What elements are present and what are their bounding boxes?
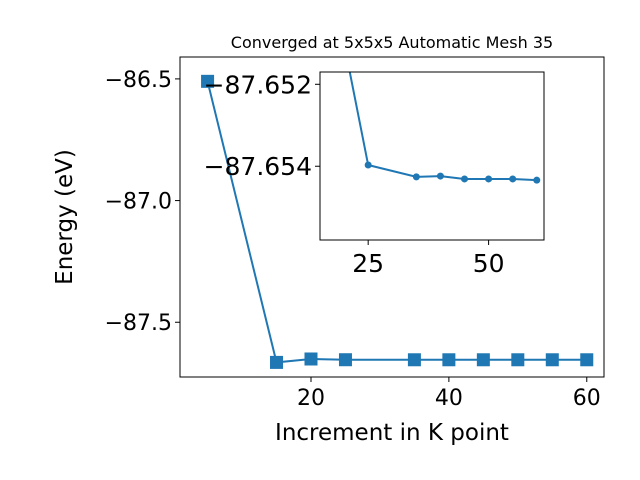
- y-axis-label: Energy (eV): [52, 149, 78, 285]
- main-x-tick-label: 20: [297, 386, 325, 411]
- main-data-point: [545, 353, 559, 367]
- inset-data-point: [364, 161, 372, 169]
- main-data-point: [407, 353, 421, 367]
- inset-plot: 25 50 −87.654 −87.652: [204, 70, 545, 278]
- main-y-ticks: −86.5 −87.0 −87.5: [105, 68, 180, 336]
- main-data-point: [511, 353, 525, 367]
- main-y-tick-label: −86.5: [105, 68, 172, 93]
- inset-y-tick-label: −87.652: [204, 70, 312, 99]
- inset-x-tick-label: 50: [473, 249, 505, 278]
- inset-data-point: [485, 175, 493, 183]
- main-y-tick-label: −87.0: [105, 190, 172, 215]
- main-data-point: [338, 353, 352, 367]
- inset-series: [348, 72, 541, 184]
- main-series-line: [206, 81, 587, 364]
- inset-data-point: [436, 172, 444, 180]
- main-x-tick-label: 60: [573, 386, 601, 411]
- main-data-point: [580, 353, 594, 367]
- main-data-point: [476, 353, 490, 367]
- main-data-point: [442, 353, 456, 367]
- inset-data-point: [461, 175, 469, 183]
- inset-y-ticks: −87.654 −87.652: [204, 70, 320, 181]
- x-axis-label: Increment in K point: [275, 420, 509, 446]
- main-y-tick-label: −87.5: [105, 311, 172, 336]
- inset-data-point: [412, 173, 420, 181]
- main-x-tick-label: 40: [435, 386, 463, 411]
- main-data-point: [270, 355, 284, 369]
- inset-series-line: [348, 72, 537, 182]
- inset-plot-area: [320, 72, 544, 240]
- main-data-point: [201, 74, 215, 88]
- main-series: [201, 74, 594, 369]
- inset-y-tick-label: −87.654: [204, 152, 312, 181]
- main-x-ticks: 20 40 60: [297, 377, 601, 411]
- inset-x-ticks: 25 50: [352, 240, 505, 278]
- inset-x-tick-label: 25: [352, 249, 384, 278]
- inset-plot-frame: [319, 71, 545, 241]
- main-data-point: [304, 352, 318, 366]
- main-plot-frame: [179, 56, 605, 378]
- chart-title: Converged at 5x5x5 Automatic Mesh 35: [231, 33, 553, 52]
- inset-data-point: [509, 175, 517, 183]
- inset-data-point: [533, 176, 541, 184]
